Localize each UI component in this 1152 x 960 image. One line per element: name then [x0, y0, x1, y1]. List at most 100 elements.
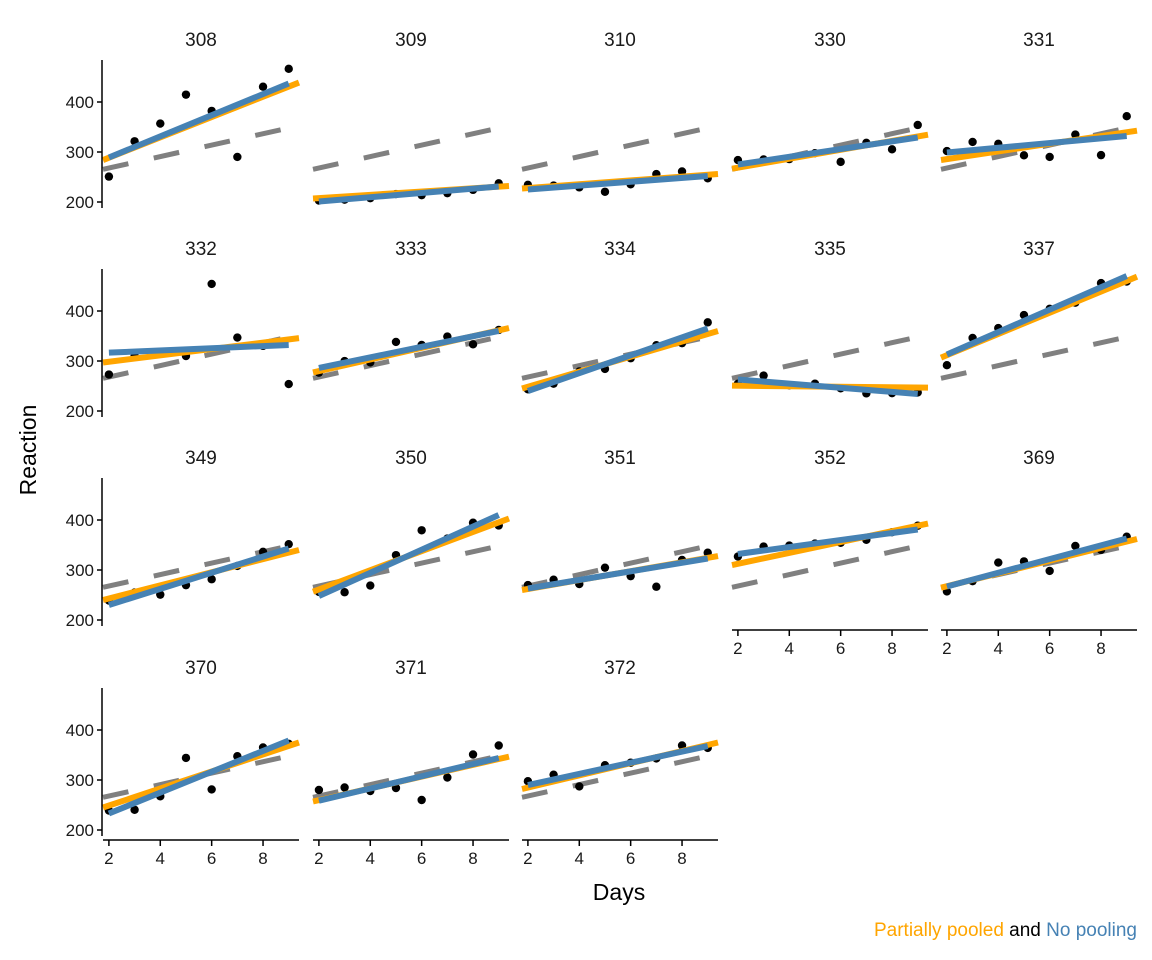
facet-panel-332: 332 200 300 400 — [66, 239, 300, 421]
x-tick-label: 8 — [468, 849, 477, 868]
data-point — [417, 795, 426, 805]
data-point — [104, 370, 114, 379]
no-pooling-line — [737, 376, 918, 397]
data-point — [340, 783, 349, 792]
y-tick-label: 200 — [66, 821, 94, 840]
x-tick-label: 4 — [994, 639, 1003, 658]
x-tick-label: 4 — [785, 639, 794, 658]
x-tick-label: 2 — [523, 849, 532, 868]
no-pooling-line — [108, 341, 289, 356]
facet-panel-335: 335 — [731, 239, 929, 398]
data-point — [1045, 152, 1054, 162]
facet-panel-351: 351 — [521, 448, 719, 593]
data-point — [156, 119, 165, 128]
facet-title: 372 — [604, 658, 636, 679]
data-point — [366, 581, 375, 590]
data-point — [703, 318, 712, 327]
caption-no-pooling: No pooling — [1046, 920, 1137, 941]
data-point — [284, 64, 293, 74]
population-line — [940, 332, 1138, 381]
y-tick-label: 300 — [66, 561, 94, 580]
no-pooling-line — [318, 755, 500, 804]
facet-panel-352: 352 2 4 6 8 — [731, 448, 929, 658]
x-tick-label: 2 — [314, 849, 323, 868]
y-tick-label: 300 — [66, 352, 94, 371]
data-point — [759, 371, 768, 380]
x-tick-label: 4 — [366, 849, 375, 868]
data-point — [942, 360, 952, 370]
population-line — [102, 751, 300, 800]
facet-title: 332 — [185, 239, 217, 260]
population-line — [731, 541, 929, 590]
data-point — [1045, 566, 1054, 576]
no-pooling-line — [945, 273, 1128, 358]
facet-panel-334: 334 — [521, 239, 719, 394]
data-point — [258, 82, 268, 91]
data-point — [652, 582, 661, 591]
facet-title: 337 — [1023, 239, 1055, 260]
data-point — [1071, 541, 1080, 551]
data-point — [468, 340, 478, 349]
y-tick-label: 200 — [66, 193, 94, 212]
data-point — [340, 588, 349, 597]
x-tick-label: 6 — [626, 849, 635, 868]
facet-title: 331 — [1023, 30, 1055, 51]
no-pooling-line — [946, 133, 1127, 156]
no-pooling-line — [527, 555, 709, 592]
data-point — [130, 805, 139, 814]
y-tick-label: 200 — [66, 611, 94, 630]
no-pooling-line — [108, 545, 290, 608]
data-point — [1122, 112, 1131, 121]
facet-title: 352 — [814, 448, 846, 469]
y-tick-label: 400 — [66, 511, 94, 530]
y-tick-label: 200 — [66, 402, 94, 421]
data-point — [181, 90, 191, 99]
facet-panel-333: 333 — [312, 239, 510, 381]
x-tick-label: 6 — [417, 849, 426, 868]
facet-panel-331: 331 — [940, 30, 1138, 172]
population-line — [521, 751, 719, 800]
no-pooling-line — [946, 535, 1128, 590]
facet-panel-369: 369 2 4 6 8 — [940, 448, 1138, 658]
no-pooling-line — [527, 172, 708, 193]
data-point — [443, 773, 452, 782]
facet-title: 351 — [604, 448, 636, 469]
facet-title: 334 — [604, 239, 636, 260]
data-point — [207, 575, 216, 584]
x-tick-label: 4 — [575, 849, 584, 868]
population-line — [312, 123, 510, 172]
y-tick-label: 400 — [66, 721, 94, 740]
facet-title: 333 — [395, 239, 427, 260]
no-pooling-line — [317, 512, 500, 599]
x-tick-label: 4 — [156, 849, 165, 868]
data-point — [1096, 150, 1106, 160]
no-pooling-line — [107, 80, 290, 161]
population-line — [521, 541, 719, 590]
data-point — [417, 526, 426, 535]
x-tick-label: 8 — [1096, 639, 1105, 658]
caption-and: and — [1009, 920, 1041, 941]
population-line — [102, 123, 300, 172]
data-point — [314, 785, 324, 795]
data-point — [1019, 151, 1029, 160]
data-point — [233, 152, 242, 162]
y-tick-label: 300 — [66, 143, 94, 162]
caption: Partially pooled and No pooling — [874, 920, 1137, 942]
facet-title: 310 — [604, 30, 636, 51]
data-point — [994, 558, 1003, 567]
facet-panel-310: 310 — [521, 30, 719, 196]
no-pooling-line — [526, 325, 709, 394]
facet-panel-371: 371 2 4 6 8 — [312, 658, 510, 868]
facet-panel-372: 372 2 4 6 8 — [521, 658, 719, 868]
data-point — [887, 145, 897, 154]
facet-panel-308: 308 200 300 400 — [66, 30, 301, 212]
facet-title: 330 — [814, 30, 846, 51]
data-point — [233, 333, 242, 342]
facet-title: 308 — [185, 30, 217, 51]
facet-panel-349: 349 200 300 400 — [66, 448, 300, 630]
data-point — [391, 337, 401, 347]
x-tick-label: 8 — [677, 849, 686, 868]
data-point — [600, 563, 610, 572]
facet-title: 350 — [395, 448, 427, 469]
